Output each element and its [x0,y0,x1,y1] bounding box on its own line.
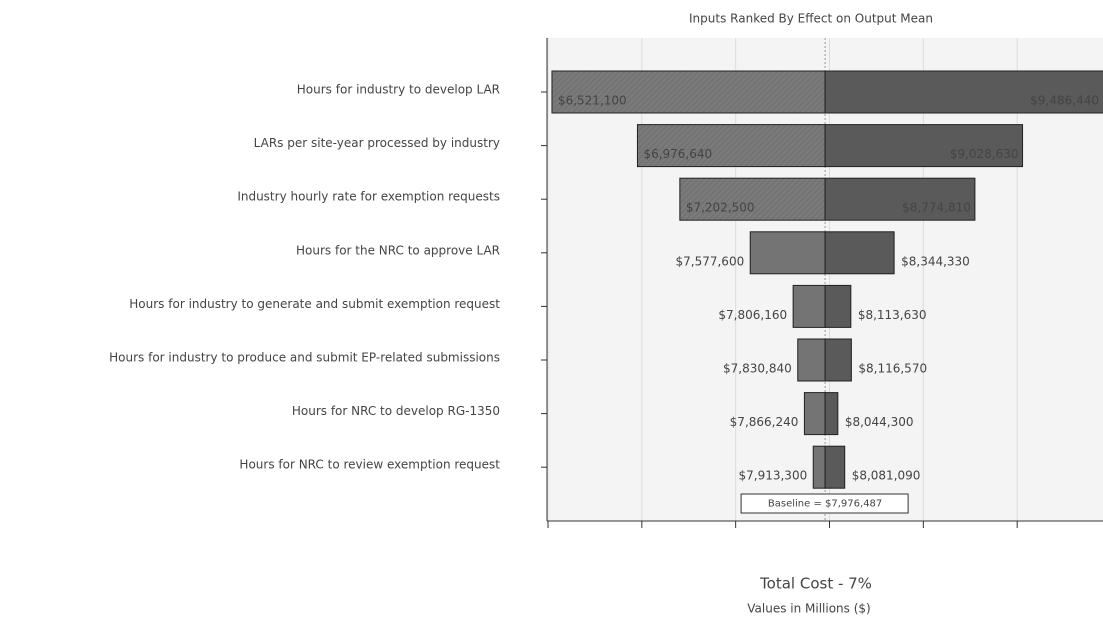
subtitle: Values in Millions ($) [747,602,870,616]
low-value-label: $6,976,640 [643,147,712,161]
high-value-label: $9,028,630 [950,147,1019,161]
x-axis-label: Total Cost - 7% [759,575,872,593]
category-label: Hours for NRC to develop RG-1350 [292,404,500,418]
bar-low [551,70,826,114]
category-label: Hours for NRC to review exemption reques… [239,458,500,472]
category-label: Hours for the NRC to approve LAR [296,243,500,257]
category-label: Hours for industry to produce and submit… [109,351,500,365]
category-label: LARs per site-year processed by industry [254,136,500,150]
low-value-label: $6,521,100 [558,94,627,108]
baseline-box [740,493,909,514]
baseline-label: Baseline = $7,976,487 [768,499,882,510]
low-value-label: $7,913,300 [739,469,808,483]
high-value-label: $8,116,570 [858,362,927,376]
category-label: Industry hourly rate for exemption reque… [237,190,500,204]
high-value-label: $8,113,630 [858,308,927,322]
high-value-label: $9,486,440 [1030,94,1099,108]
high-value-label: $8,081,090 [852,469,921,483]
category-label: Hours for industry to generate and submi… [129,297,500,311]
bar-low [797,338,826,382]
bar-high [824,124,1024,168]
bar-low [679,177,826,221]
bar-low [792,284,826,328]
bar-low [749,231,826,275]
high-value-label: $8,044,300 [845,415,914,429]
low-value-label: $7,577,600 [676,254,745,268]
bar-low [636,124,826,168]
bar-high [824,231,895,275]
bar-low [812,445,826,489]
high-value-label: $8,344,330 [901,254,970,268]
low-value-label: $7,806,160 [718,308,787,322]
chart-title: Inputs Ranked By Effect on Output Mean [689,12,933,26]
low-value-label: $7,830,840 [723,362,792,376]
bar-low [803,392,826,436]
low-value-label: $7,866,240 [730,415,799,429]
bar-high [824,177,976,221]
high-value-label: $8,774,810 [902,201,971,215]
bar-high [824,445,846,489]
bar-high [824,392,839,436]
category-label: Hours for industry to develop LAR [297,83,500,97]
bar-high [824,70,1103,114]
low-value-label: $7,202,500 [686,201,755,215]
bar-high [824,338,852,382]
bar-high [824,284,852,328]
